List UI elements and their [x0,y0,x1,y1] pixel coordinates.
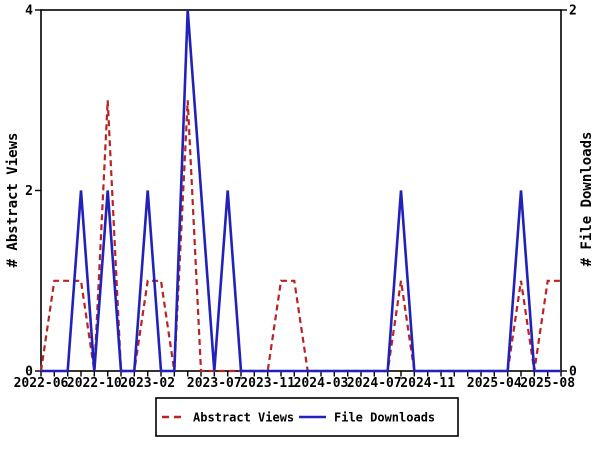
legend: Abstract Views File Downloads [155,397,459,437]
series-file-downloads [41,9,561,373]
series-line-file-downloads [41,9,561,373]
y-axis-left-title: # Abstract Views [5,133,21,268]
x-tick-label: 2022-10 [67,376,122,391]
y-axis-left-ticks [35,9,41,372]
x-tick-label: 2024-11 [400,376,455,391]
y-axis-right-title: # File Downloads [579,132,595,267]
x-tick-label: 2023-07 [187,376,242,391]
y-left-tick-label: 4 [25,4,33,19]
y-right-tick-label: 2 [569,4,577,19]
x-tick-label: 2025-08 [520,376,575,391]
x-tick-label: 2025-04 [467,376,522,391]
y-axis-left-labels: 0 2 4 [25,4,33,380]
x-tick-label: 2022-06 [14,376,69,391]
y-axis-right-labels: 02 [569,4,577,380]
plot-frame [40,9,562,372]
legend-label-abstract-views: Abstract Views [193,411,294,425]
y-axis-right-ticks [561,9,567,372]
x-axis-ticks [40,371,562,377]
x-tick-label: 2023-11 [240,376,295,391]
y-right-tick-label: 0 [569,365,577,380]
legend-label-file-downloads: File Downloads [334,411,435,425]
x-tick-label: 2024-03 [294,376,349,391]
x-tick-label: 2024-07 [347,376,402,391]
y-left-tick-label: 2 [25,184,33,199]
y-left-tick-label: 0 [25,365,33,380]
x-tick-label: 2023-02 [120,376,175,391]
